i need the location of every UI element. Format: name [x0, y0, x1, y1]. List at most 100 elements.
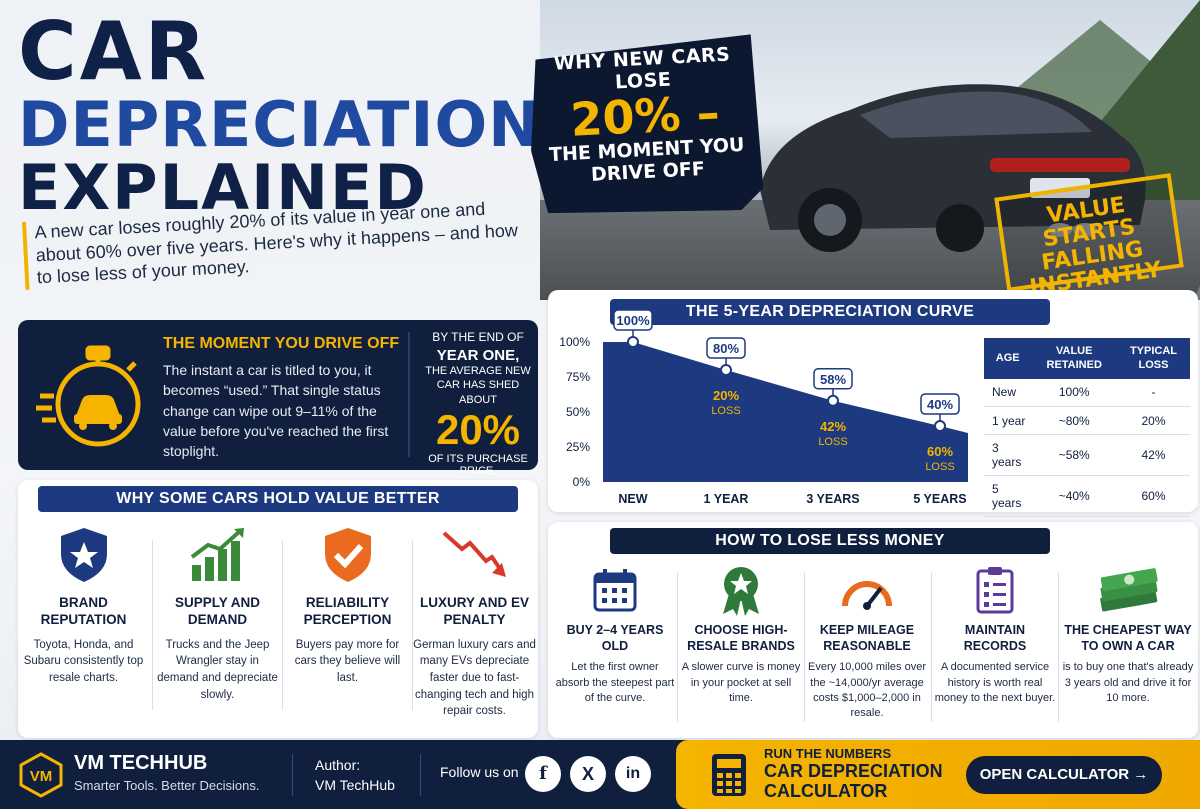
lose-less-panel: HOW TO LOSE LESS MONEY BUY 2–4 YEARS OLD… — [548, 522, 1198, 738]
divider — [282, 540, 283, 710]
open-calculator-button[interactable]: OPEN CALCULATOR → — [966, 756, 1162, 794]
data-point — [934, 420, 946, 432]
stat-line-1: BY THE END OF — [432, 330, 524, 344]
data-point — [720, 364, 732, 376]
divider — [292, 754, 293, 796]
value-label-box — [706, 337, 746, 359]
tip-title: KEEP MILEAGE REASONABLE — [819, 623, 915, 653]
title-line-3: EXPLAINED — [18, 150, 428, 224]
why-card-body: Buyers pay more for cars they believe wi… — [294, 638, 401, 685]
shield-star-icon — [60, 528, 107, 582]
data-point — [627, 336, 639, 348]
tip-title: BUY 2–4 YEARS OLD — [566, 623, 664, 653]
table-header: AGE — [984, 338, 1032, 379]
tip-title: CHOOSE HIGH-RESALE BRANDS — [687, 623, 795, 653]
loss-word: LOSS — [711, 405, 740, 417]
value-label: 80% — [713, 341, 739, 356]
table-cell: 20% — [1116, 406, 1190, 436]
moment-body: The instant a car is titled to you, it b… — [163, 362, 389, 460]
table-cell: 60% — [1116, 475, 1190, 518]
loss-word: LOSS — [925, 461, 954, 473]
author-label: Author: — [315, 757, 361, 773]
author-name: VM TechHub — [315, 777, 395, 794]
why-card-body: Toyota, Honda, and Subaru consistently t… — [23, 638, 144, 685]
table-row: 5 years ~40% 60% — [984, 475, 1190, 518]
divider — [677, 572, 678, 722]
divider — [1058, 572, 1059, 722]
value-label: 58% — [820, 372, 846, 387]
tip-body: Let the first owner absorb the steepest … — [555, 661, 675, 705]
tip-body: is to buy one that's already 3 years old… — [1062, 661, 1194, 705]
table-cell: - — [1116, 378, 1190, 408]
linkedin-icon[interactable]: in — [615, 756, 651, 792]
speedometer-icon — [842, 580, 892, 610]
calculator-cta: RUN THE NUMBERS CAR DEPRECIATION CALCULA… — [676, 740, 1200, 809]
vm-logo-icon: VM — [19, 752, 63, 798]
loss-word: LOSS — [818, 436, 847, 448]
tip-card: MAINTAIN RECORDS A documented service hi… — [934, 562, 1056, 706]
divider — [420, 754, 421, 796]
tip-card: THE CHEAPEST WAY TO OWN A CAR is to buy … — [1062, 562, 1194, 706]
divider — [412, 540, 413, 710]
why-card-title: RELIABILITY PERCEPTION — [303, 595, 392, 627]
loss-label: 20% — [713, 388, 739, 403]
table-cell: ~80% — [1031, 406, 1117, 436]
y-tick-label: 75% — [566, 370, 590, 384]
value-label: 40% — [927, 397, 953, 412]
divider — [152, 540, 153, 710]
y-tick-label: 100% — [559, 335, 590, 349]
sedan-icon — [760, 84, 1146, 252]
why-card-body: German luxury cars and many EVs deprecia… — [413, 638, 536, 718]
why-card-title: BRAND REPUTATION — [40, 595, 127, 627]
why-card: SUPPLY AND DEMAND Trucks and the Jeep Wr… — [154, 525, 281, 703]
tip-card: CHOOSE HIGH-RESALE BRANDS A slower curve… — [680, 562, 802, 706]
why-card-title: SUPPLY AND DEMAND — [174, 595, 261, 627]
author-block: Author: VM TechHub — [315, 755, 395, 796]
x-tick-label: NEW — [618, 492, 647, 506]
follow-label: Follow us on — [440, 764, 519, 780]
moment-title: THE MOMENT YOU DRIVE OFF — [163, 335, 400, 352]
table-cell: New — [984, 378, 1032, 408]
x-tick-label: 1 YEAR — [704, 492, 749, 506]
loss-label: 60% — [927, 444, 953, 459]
x-tick-label: 5 YEARS — [913, 492, 966, 506]
table-cell: 3 years — [984, 434, 1032, 477]
money-stack-icon — [1100, 567, 1158, 611]
table-header: TYPICAL LOSS — [1116, 338, 1190, 379]
calendar-icon — [593, 568, 637, 611]
depreciation-chart: 100% 75% 50% 25% 0% 100% 80% 20% LOSS 58% 42% LOSS 4… — [559, 309, 968, 506]
moment-card: THE MOMENT YOU DRIVE OFF The instant a c… — [18, 320, 538, 477]
award-ribbon-icon — [723, 566, 759, 616]
tip-body: A documented service history is worth re… — [934, 661, 1056, 705]
table-header: VALUE RETAINED — [1031, 338, 1117, 379]
table-row: 3 years ~58% 42% — [984, 434, 1190, 477]
moment-divider — [408, 332, 410, 457]
x-icon[interactable]: X — [570, 756, 606, 792]
divider — [804, 572, 805, 722]
depreciation-table: AGE VALUE RETAINED TYPICAL LOSS New 100%… — [984, 338, 1190, 518]
hero-title: CAR DEPRECIATION EXPLAINED — [18, 5, 540, 224]
stat-line-3: THE AVERAGE NEW CAR HAS SHED ABOUT — [425, 365, 531, 406]
table-cell: 100% — [1031, 378, 1117, 408]
table-cell: 1 year — [984, 406, 1032, 436]
why-card: LUXURY AND EV PENALTY German luxury cars… — [411, 525, 538, 720]
tip-title: MAINTAIN RECORDS — [963, 623, 1027, 653]
loss-label: 42% — [820, 419, 846, 434]
shield-check-icon — [324, 528, 371, 582]
brand-tagline: Smarter Tools. Better Decisions. — [74, 778, 260, 793]
value-label-box — [920, 393, 960, 415]
brand-name: VM TECHHUB — [74, 752, 208, 774]
why-card-body: Trucks and the Jeep Wrangler stay in dem… — [157, 638, 278, 701]
facebook-icon[interactable]: f — [525, 756, 561, 792]
title-line-1: CAR — [18, 5, 210, 98]
callout-text: WHY NEW CARS LOSE 20% – THE MOMENT YOU D… — [542, 43, 749, 189]
table-cell: ~58% — [1031, 434, 1117, 477]
data-point — [827, 394, 839, 407]
value-label-box — [813, 368, 853, 390]
rising-bars-icon — [190, 528, 244, 581]
table-cell: 5 years — [984, 475, 1032, 518]
value-label: 100% — [616, 313, 650, 328]
table-cell: ~40% — [1031, 475, 1117, 518]
cta-eyebrow: RUN THE NUMBERS — [764, 746, 892, 761]
clipboard-checklist-icon — [976, 566, 1014, 613]
